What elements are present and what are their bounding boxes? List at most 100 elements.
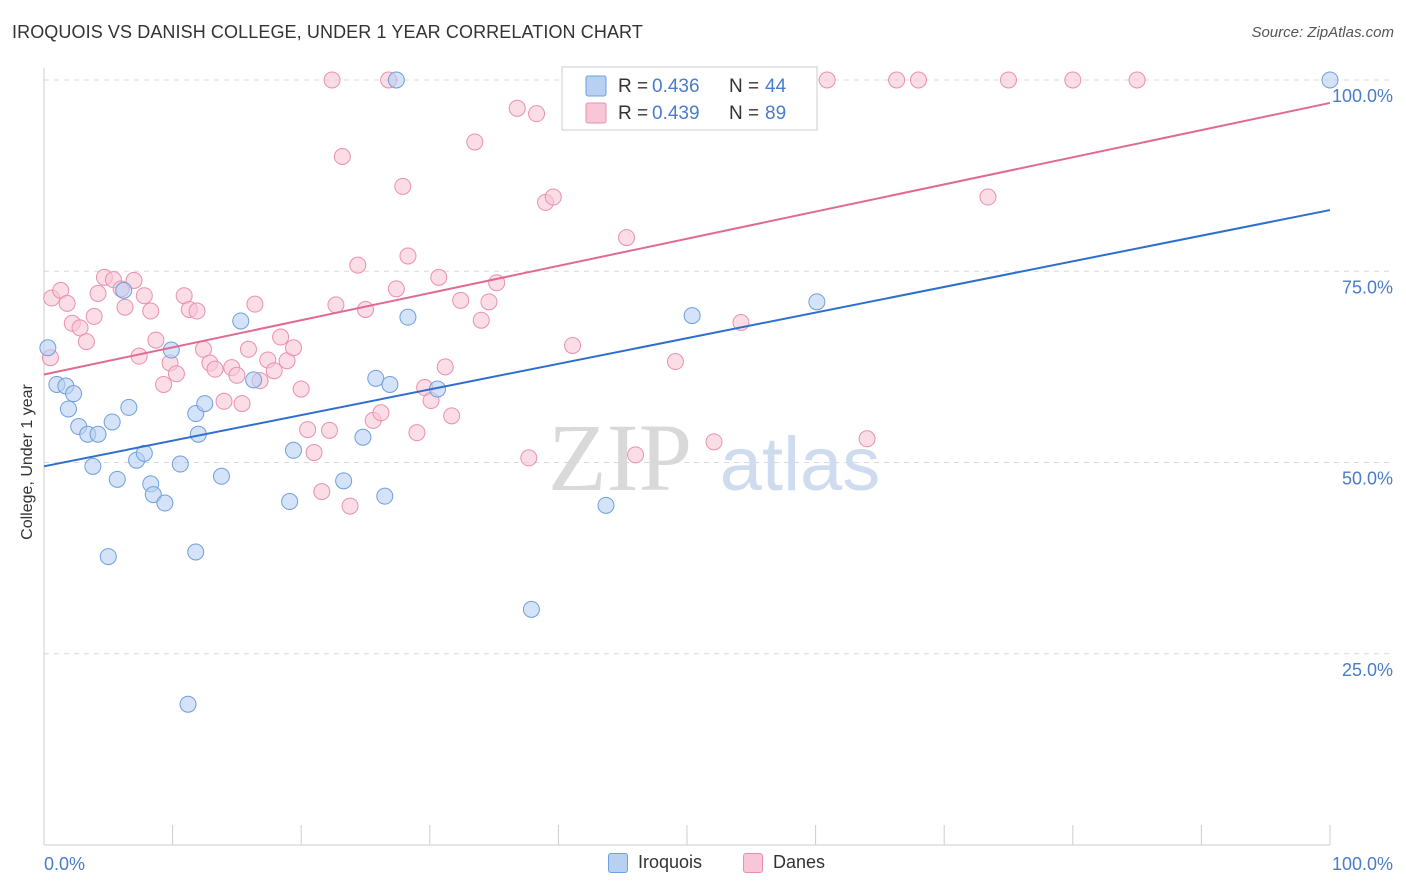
point-iroquois [144, 486, 162, 504]
point-danes [394, 177, 412, 195]
point-danes [341, 497, 359, 515]
stats-legend-swatch-danes [585, 102, 607, 124]
point-danes [327, 296, 345, 314]
point-iroquois [103, 413, 121, 431]
point-danes [564, 336, 582, 354]
stats-legend-swatch-iroquois [585, 75, 607, 97]
point-danes [116, 298, 134, 316]
point-danes [666, 353, 684, 371]
point-iroquois [196, 395, 214, 413]
point-iroquois [187, 543, 205, 561]
point-iroquois [89, 425, 107, 443]
point-danes [272, 328, 290, 346]
point-danes [858, 430, 876, 448]
point-danes [387, 280, 405, 298]
watermark-atlas: atlas [720, 422, 881, 507]
point-iroquois [115, 281, 133, 299]
point-danes [408, 424, 426, 442]
point-danes [452, 291, 470, 309]
point-danes [71, 319, 89, 337]
chart-title: IROQUOIS VS DANISH COLLEGE, UNDER 1 YEAR… [12, 22, 643, 42]
point-danes [357, 301, 374, 318]
point-iroquois [232, 312, 250, 330]
point-danes [284, 339, 302, 357]
point-danes [188, 302, 206, 320]
point-danes [155, 375, 173, 393]
point-iroquois [399, 308, 417, 326]
point-danes [1000, 71, 1017, 89]
gridlines [44, 79, 1392, 655]
x-tick-label: 100.0% [1332, 854, 1393, 874]
point-iroquois [108, 470, 126, 488]
stats-n-value-danes: 89 [765, 103, 786, 124]
point-danes [58, 294, 76, 312]
trend-line-iroquois [43, 209, 1331, 468]
point-iroquois [179, 695, 197, 713]
point-danes [215, 392, 233, 410]
point-iroquois [284, 441, 302, 459]
legend-item-iroquois[interactable]: Iroquois [608, 852, 702, 873]
point-danes [705, 433, 723, 451]
point-danes [480, 293, 498, 311]
point-iroquois [367, 369, 385, 387]
point-danes [299, 421, 317, 439]
point-iroquois [522, 600, 540, 618]
point-danes [320, 421, 338, 439]
point-danes [233, 395, 251, 413]
stats-r-value-iroquois: 0.436 [652, 76, 700, 97]
watermark-zip: ZIP [548, 404, 692, 511]
y-tick-label: 25.0% [1342, 660, 1393, 680]
point-iroquois [120, 398, 138, 416]
point-danes [89, 284, 107, 302]
point-danes [265, 362, 283, 380]
y-tick-label: 100.0% [1332, 86, 1393, 106]
point-iroquois [59, 400, 77, 418]
point-danes [147, 331, 165, 349]
point-iroquois [171, 455, 189, 473]
point-danes [888, 71, 906, 89]
point-iroquois [281, 493, 299, 511]
point-iroquois [99, 548, 117, 566]
point-danes [466, 133, 484, 151]
point-iroquois [156, 494, 174, 512]
legend-label-danes: Danes [773, 852, 826, 872]
point-danes [246, 295, 264, 313]
point-danes [399, 247, 417, 265]
point-danes [372, 404, 390, 422]
stats-r-label-danes: R = [618, 103, 648, 124]
point-danes [430, 268, 448, 286]
y-tick-label: 50.0% [1342, 469, 1393, 489]
point-danes [979, 188, 997, 206]
point-iroquois [84, 457, 102, 475]
point-danes [292, 380, 310, 398]
point-danes [1128, 71, 1146, 89]
point-danes [167, 365, 185, 383]
point-danes [228, 366, 246, 384]
point-danes [436, 358, 454, 376]
point-iroquois [65, 385, 83, 403]
trend-lines [43, 101, 1331, 468]
legend-item-danes[interactable]: Danes [743, 852, 825, 873]
point-danes [349, 256, 367, 274]
watermark: ZIP atlas [548, 404, 880, 511]
point-iroquois [335, 472, 353, 490]
point-danes [544, 188, 562, 206]
stats-r-label-iroquois: R = [618, 76, 648, 97]
stats-r-value-danes: 0.439 [652, 103, 700, 124]
point-danes [520, 449, 538, 467]
point-danes [85, 307, 103, 325]
point-danes [142, 302, 160, 320]
stats-n-value-iroquois: 44 [765, 76, 787, 97]
y-tick-label: 75.0% [1342, 277, 1393, 297]
point-danes [528, 105, 546, 123]
point-iroquois [381, 375, 399, 393]
x-tick-label: 0.0% [44, 854, 85, 874]
point-danes [125, 271, 143, 289]
point-danes [323, 71, 341, 89]
legend-swatch-danes [743, 852, 763, 873]
tick-labels: 25.0% 50.0% 75.0% 100.0% 0.0% 100.0% [44, 86, 1393, 874]
point-iroquois [212, 467, 230, 485]
legend-label-iroquois: Iroquois [638, 852, 703, 872]
point-danes [313, 483, 331, 501]
stats-n-label-danes: N = [729, 103, 759, 124]
